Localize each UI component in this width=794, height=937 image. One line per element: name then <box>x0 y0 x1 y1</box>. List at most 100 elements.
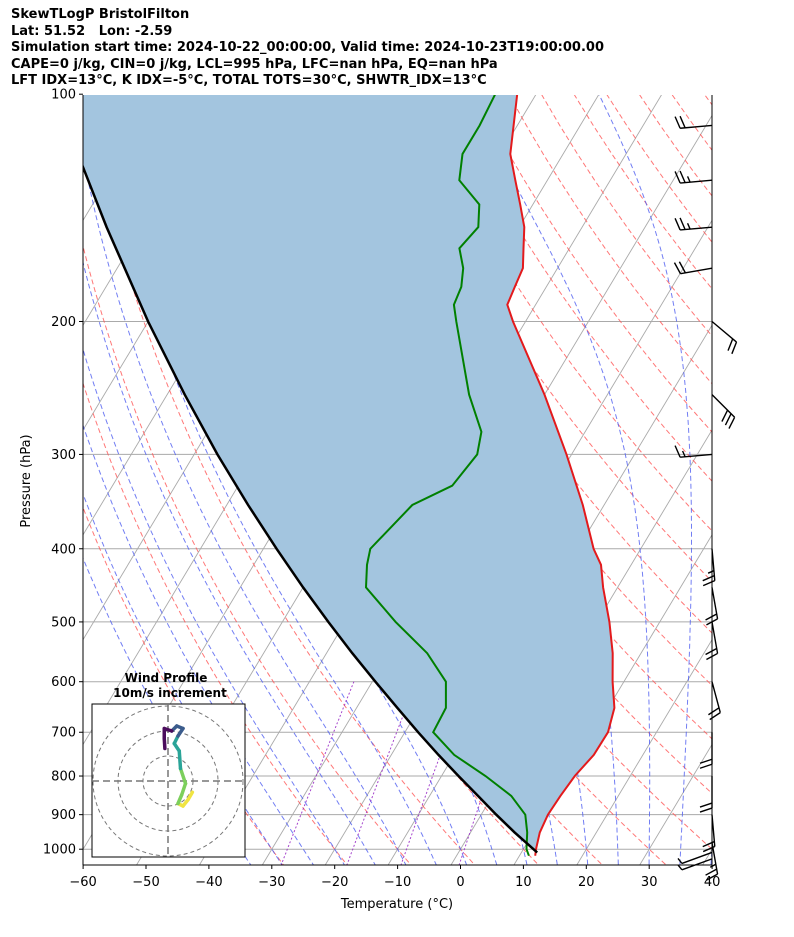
wind-barb-staff <box>680 179 713 184</box>
x-tick-label: 20 <box>578 875 595 890</box>
wind-barb-staff <box>711 320 737 343</box>
y-tick-label: 300 <box>51 448 76 463</box>
wind-barb-half-flag <box>686 176 691 183</box>
y-tick-label: 900 <box>51 808 76 823</box>
moist-adiabat <box>96 95 437 865</box>
wind-barb <box>705 621 719 661</box>
wind-barb-flag <box>699 758 713 764</box>
moist-adiabat <box>123 95 468 865</box>
wind-barb-staff <box>711 548 716 581</box>
moist-adiabat <box>83 260 376 865</box>
chart-title: SkewTLogP BristolFilton <box>11 7 190 22</box>
wind-barb-flag <box>679 170 686 183</box>
x-axis-label: Temperature (°C) <box>340 897 453 912</box>
wind-barb-staff <box>681 858 713 871</box>
wind-barb <box>674 115 713 129</box>
y-tick-label: 200 <box>51 315 76 330</box>
chart-header: SkewTLogP BristolFilton Lat: 51.52 Lon: … <box>11 7 604 90</box>
wind-barb-flag <box>674 171 681 184</box>
wind-barb-half-flag <box>686 222 691 230</box>
wind-barb-flag <box>674 116 681 129</box>
hodograph-segment <box>162 736 167 751</box>
wind-barb-staff <box>680 267 713 275</box>
dry-adiabat <box>671 95 712 152</box>
wind-barb-half-flag <box>707 570 715 574</box>
wind-barb-staff <box>680 226 713 231</box>
y-tick-label: 600 <box>51 675 76 690</box>
wind-barb-flag <box>721 409 729 422</box>
wind-barb-flag <box>702 575 715 582</box>
dry-adiabat <box>712 60 794 881</box>
wind-barb <box>711 394 736 429</box>
x-tick-label: −10 <box>384 875 411 890</box>
wind-barb-flag <box>724 413 732 426</box>
cin-cape-shading <box>83 95 615 853</box>
wind-barb-flag <box>679 217 686 230</box>
dry-adiabat <box>83 506 285 865</box>
wind-barb-flag <box>699 802 713 808</box>
hodograph-plot <box>92 704 245 857</box>
wind-barb-flag <box>706 618 718 626</box>
dry-adiabat <box>639 95 712 197</box>
wind-barb <box>699 776 713 813</box>
mixing-ratio-line <box>280 681 355 865</box>
wind-barb-flag <box>674 218 681 231</box>
wind-barb <box>674 217 713 231</box>
dry-adiabat <box>704 95 712 106</box>
moist-adiabat <box>469 95 651 865</box>
dry-adiabat <box>83 244 412 865</box>
wind-barb-staff <box>711 814 716 847</box>
wind-barb-staff <box>680 453 713 458</box>
x-tick-label: 40 <box>704 875 721 890</box>
moist-adiabat <box>83 492 283 865</box>
y-tick-label: 100 <box>51 88 76 103</box>
wind-barb <box>702 548 716 587</box>
x-tick-label: −20 <box>321 875 348 890</box>
location-line: Lat: 51.52 Lon: -2.59 <box>11 23 173 39</box>
wind-barb-flag <box>728 416 736 429</box>
y-tick-label: 700 <box>51 726 76 741</box>
wind-barb-half-flag <box>677 864 683 871</box>
y-tick-label: 800 <box>51 770 76 785</box>
wind-barb <box>708 681 721 721</box>
wind-barb <box>677 851 713 865</box>
moist-adiabat <box>598 95 692 865</box>
moist-adiabat <box>83 347 346 865</box>
wind-barb-staff <box>711 587 719 620</box>
time-line: Simulation start time: 2024-10-22_00:00:… <box>11 40 604 55</box>
dry-adiabat <box>84 95 476 865</box>
isotherm-line <box>702 848 712 865</box>
wind-barb-flag <box>678 261 687 274</box>
wind-barb <box>674 445 713 458</box>
y-tick-label: 1000 <box>43 843 76 858</box>
isotherm-line <box>756 60 794 881</box>
wind-barb <box>674 170 713 184</box>
hodograph-title: Wind Profile <box>125 671 208 685</box>
wind-barb-flag <box>674 445 681 458</box>
x-tick-label: 10 <box>515 875 532 890</box>
wind-barb-flag <box>731 341 738 355</box>
wind-barb-half-flag <box>677 858 683 864</box>
wind-barbs <box>673 115 738 881</box>
dewpoint-profile <box>364 95 530 857</box>
dry-adiabat <box>410 95 712 532</box>
x-tick-label: 0 <box>456 875 464 890</box>
y-axis-label: Pressure (hPa) <box>19 434 34 527</box>
wind-barb <box>705 587 719 626</box>
wind-barb-flag <box>705 613 718 621</box>
plot-area <box>83 60 794 881</box>
y-tick-label: 500 <box>51 615 76 630</box>
x-tick-label: 30 <box>641 875 658 890</box>
temperature-profile <box>506 95 616 856</box>
wind-barb-flag <box>702 579 716 587</box>
indices-line: LFT IDX=13°C, K IDX=-5°C, TOTAL TOTS=30°… <box>11 73 487 88</box>
moist-adiabat <box>741 94 794 880</box>
wind-barb-staff <box>680 124 713 129</box>
wind-barb <box>673 261 713 275</box>
wind-barb-flag <box>705 647 718 656</box>
wind-barb-flag <box>727 338 734 351</box>
hodograph-segment <box>178 766 188 786</box>
wind-barb-flag <box>673 262 682 275</box>
